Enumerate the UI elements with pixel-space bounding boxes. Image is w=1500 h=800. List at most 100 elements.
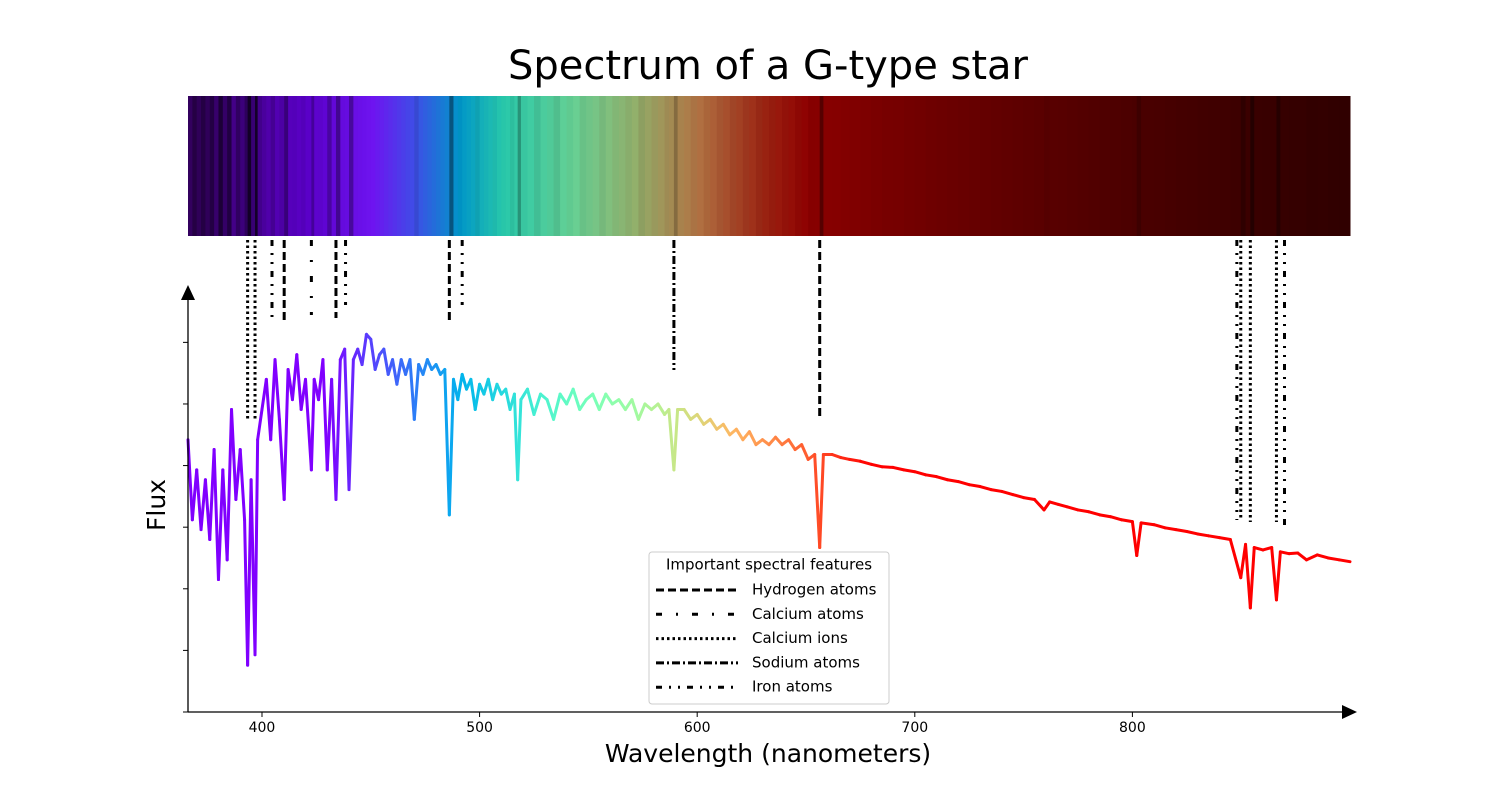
spectrum-segment [902, 468, 917, 474]
band-strip [255, 96, 259, 236]
spectrum-segment [774, 435, 784, 447]
band-strip [496, 96, 502, 236]
band-strip [266, 96, 272, 236]
band-strip [1121, 96, 1133, 236]
spectrum-segment [558, 392, 569, 406]
spectrum-segment [238, 448, 247, 522]
spectrum-segment [253, 438, 260, 657]
band-strip [1317, 96, 1329, 236]
spectrum-segment [636, 402, 647, 421]
band-strip [288, 96, 293, 236]
band-strip [349, 96, 354, 236]
band-strip [505, 96, 511, 236]
spectral-band [188, 96, 1351, 236]
legend-label: Calcium ions [752, 629, 848, 647]
spectrum-segment [1163, 526, 1178, 532]
spectrum-segment [491, 382, 499, 402]
spectrum-segment [469, 377, 477, 412]
band-strip [1110, 96, 1123, 236]
band-strip [1077, 96, 1090, 236]
spectrum-segment [682, 408, 693, 421]
spectrum-segment [343, 347, 351, 492]
band-strip [311, 96, 315, 236]
band-strip [362, 96, 367, 236]
spectrum-segment [858, 459, 873, 466]
band-strip [579, 96, 587, 236]
band-strip [214, 96, 219, 236]
spectrum-segment [1135, 521, 1143, 558]
legend-label: Calcium atoms [752, 605, 864, 623]
band-strip [449, 96, 454, 236]
band-strip [488, 96, 494, 236]
spectrum-segment [295, 353, 303, 412]
x-axis-label: Wavelength (nanometers) [605, 739, 931, 768]
spectrum-segment [1109, 515, 1124, 522]
spectrum-segment [623, 398, 634, 412]
spectrum-segment [787, 438, 797, 452]
band-strip [651, 96, 659, 236]
spectrum-segment [532, 392, 543, 416]
band-strip [893, 96, 905, 236]
band-strip [462, 96, 468, 236]
spectrum-segment [1065, 505, 1080, 512]
spectrum-segment [1252, 546, 1265, 552]
band-strip [1339, 96, 1351, 236]
spectrum-segment [597, 392, 608, 412]
band-strip [370, 96, 376, 236]
band-strip [431, 96, 437, 236]
band-strip [344, 96, 350, 236]
band-strip [586, 96, 594, 236]
legend-label: Sodium atoms [752, 653, 860, 671]
band-strip [227, 96, 233, 236]
band-strip [592, 96, 600, 236]
band-strip [936, 96, 948, 236]
x-tick-label: 700 [901, 720, 928, 736]
band-strip [947, 96, 959, 236]
spectrum-segment [956, 480, 971, 487]
band-strip [560, 96, 568, 236]
spectrum-segment [617, 398, 627, 412]
band-strip [723, 96, 731, 236]
band-strip [379, 96, 385, 236]
spectrum-segment [1056, 502, 1069, 509]
band-strip [427, 96, 433, 236]
spectrum-segment [360, 332, 368, 367]
spectrum-segment [721, 422, 732, 437]
band-strip [517, 96, 522, 236]
band-strip [1099, 96, 1112, 236]
spectrum-segment [989, 488, 1004, 493]
spectrum-segment [800, 443, 810, 461]
spectrum-segment [412, 363, 421, 421]
band-strip [196, 96, 202, 236]
band-strip [218, 96, 224, 236]
band-strip [188, 96, 193, 236]
x-tick-label: 800 [1119, 720, 1146, 736]
band-strip [1280, 96, 1290, 236]
band-strip [375, 96, 380, 236]
band-strip [814, 96, 821, 236]
band-strip [1154, 96, 1166, 236]
spectrum-segment [708, 417, 719, 431]
legend-label: Iron atoms [752, 678, 833, 696]
band-strip [257, 96, 263, 236]
band-strip [1245, 96, 1251, 236]
band-strip [605, 96, 613, 236]
spectrum-segment [347, 358, 355, 492]
band-strip [251, 96, 256, 236]
band-strip [414, 96, 420, 236]
band-strip [1136, 96, 1142, 236]
band-strip [418, 96, 424, 236]
spectrum-segment [747, 430, 758, 447]
spectrum-segment [1326, 556, 1341, 562]
spectrum-segment [1032, 497, 1046, 512]
spectrum-segment [1000, 489, 1015, 497]
band-strip [322, 96, 328, 236]
band-strip [301, 96, 307, 236]
band-strip [235, 96, 241, 236]
spectrum-segment [230, 408, 238, 501]
band-strip [392, 96, 398, 236]
band-strip [479, 96, 485, 236]
legend-title: Important spectral features [666, 556, 872, 574]
spectrum-segment [1022, 496, 1036, 501]
band-strip [849, 96, 861, 236]
